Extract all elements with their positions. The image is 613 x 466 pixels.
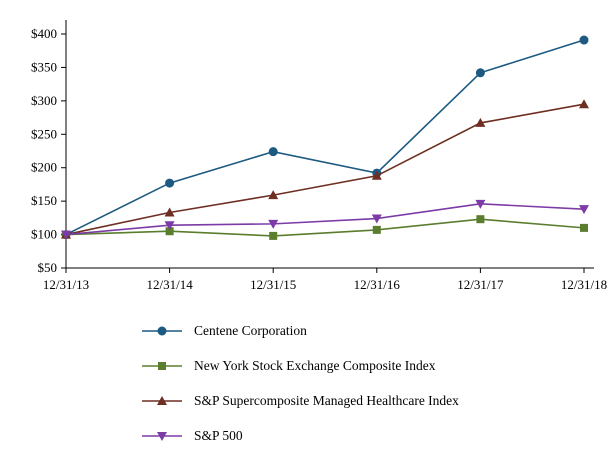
axes — [61, 20, 594, 273]
x-tick-label: 12/31/17 — [457, 277, 504, 292]
legend: Centene Corporation New York Stock Excha… — [140, 321, 459, 446]
series-3 — [61, 199, 589, 240]
legend-label-sp-healthcare: S&P Supercomposite Managed Healthcare In… — [194, 393, 459, 408]
legend-item-sp500: S&P 500 — [140, 426, 459, 446]
chart-svg: $50 $100 $150 $200 $250 $300 $350 $400 12/31/13 1… — [31, 20, 607, 292]
x-tick-label: 12/31/18 — [561, 277, 607, 292]
y-tick-label: $50 — [38, 260, 58, 275]
y-tick-label: $400 — [31, 26, 57, 41]
y-tick-label: $300 — [31, 93, 57, 108]
sp-healthcare-line-marker-icon — [142, 396, 182, 405]
series-2 — [61, 99, 589, 239]
legend-label-sp500: S&P 500 — [194, 428, 243, 443]
legend-item-centene: Centene Corporation — [140, 321, 459, 341]
nyse-line-marker-icon — [142, 362, 182, 370]
legend-item-sp-healthcare: S&P Supercomposite Managed Healthcare In… — [140, 391, 459, 411]
y-tick-label: $350 — [31, 59, 57, 74]
y-tick-label: $150 — [31, 193, 57, 208]
x-tick-label: 12/31/14 — [146, 277, 193, 292]
legend-label-centene: Centene Corporation — [194, 323, 307, 338]
centene-line-marker-icon — [142, 326, 182, 336]
x-tick-label: 12/31/16 — [354, 277, 401, 292]
y-tick-label: $250 — [31, 126, 57, 141]
sp500-line-marker-icon — [142, 432, 182, 441]
x-tick-label: 12/31/13 — [43, 277, 89, 292]
x-tick-label: 12/31/15 — [250, 277, 296, 292]
legend-label-nyse: New York Stock Exchange Composite Index — [194, 358, 436, 373]
y-tick-label: $100 — [31, 227, 57, 242]
legend-item-nyse: New York Stock Exchange Composite Index — [140, 356, 459, 376]
y-tick-label: $200 — [31, 160, 57, 175]
series-0 — [61, 35, 589, 240]
